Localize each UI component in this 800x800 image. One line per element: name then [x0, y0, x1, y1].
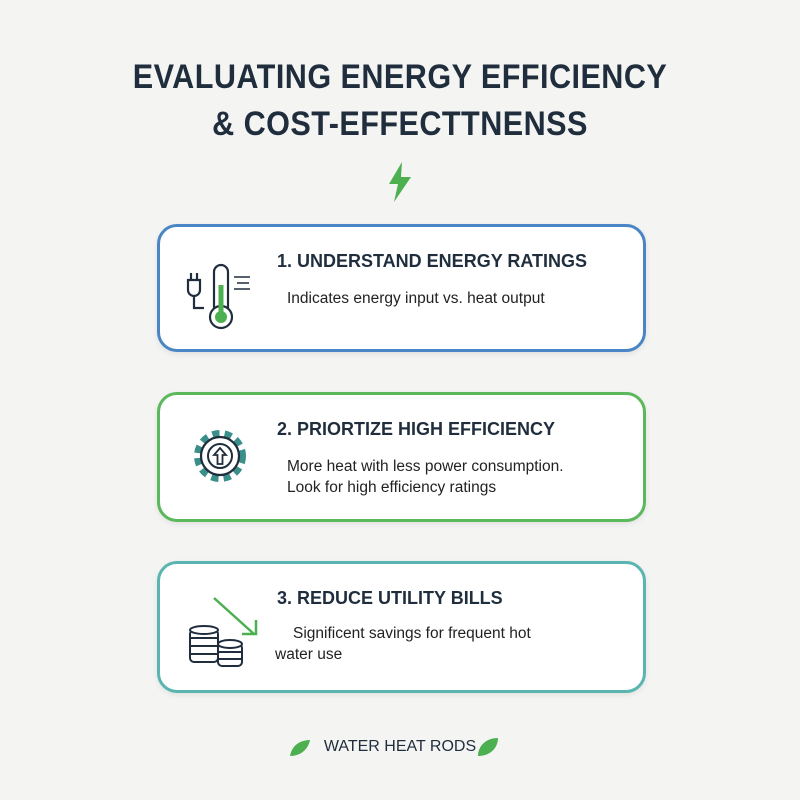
card: 3. REDUCE UTILITY BILLS Significent savi…: [157, 561, 646, 693]
card-text: water use: [275, 646, 343, 663]
thermometer-icon: [186, 263, 250, 330]
card-text: Indicates energy input vs. heat output: [287, 290, 545, 307]
card-text: More heat with less power consumption.: [287, 458, 564, 475]
card-text: Look for high efficiency ratings: [287, 479, 497, 496]
gear-icon: [194, 430, 246, 482]
card-title: 1. UNDERSTAND ENERGY RATINGS: [277, 251, 588, 271]
footer-brand: WATER HEAT RODS: [323, 738, 477, 755]
leaf-icon: [290, 740, 310, 756]
card-title: 2. PRIORTIZE HIGH EFFICIENCY: [277, 419, 556, 439]
card: 1. UNDERSTAND ENERGY RATINGS Indicates e…: [157, 224, 646, 352]
leaf-icon: [478, 738, 498, 756]
title-line: & COST-EFFECTTNENSS: [212, 105, 588, 143]
title-line: EVALUATING ENERGY EFFICIENCY: [132, 58, 668, 96]
coins-icon: [189, 597, 258, 667]
card: 2. PRIORTIZE HIGH EFFICIENCY More heat w…: [157, 392, 646, 522]
card-title: 3. REDUCE UTILITY BILLS: [277, 588, 503, 608]
card-text: Significent savings for frequent hot: [293, 625, 531, 642]
bolt-icon: [389, 162, 411, 202]
